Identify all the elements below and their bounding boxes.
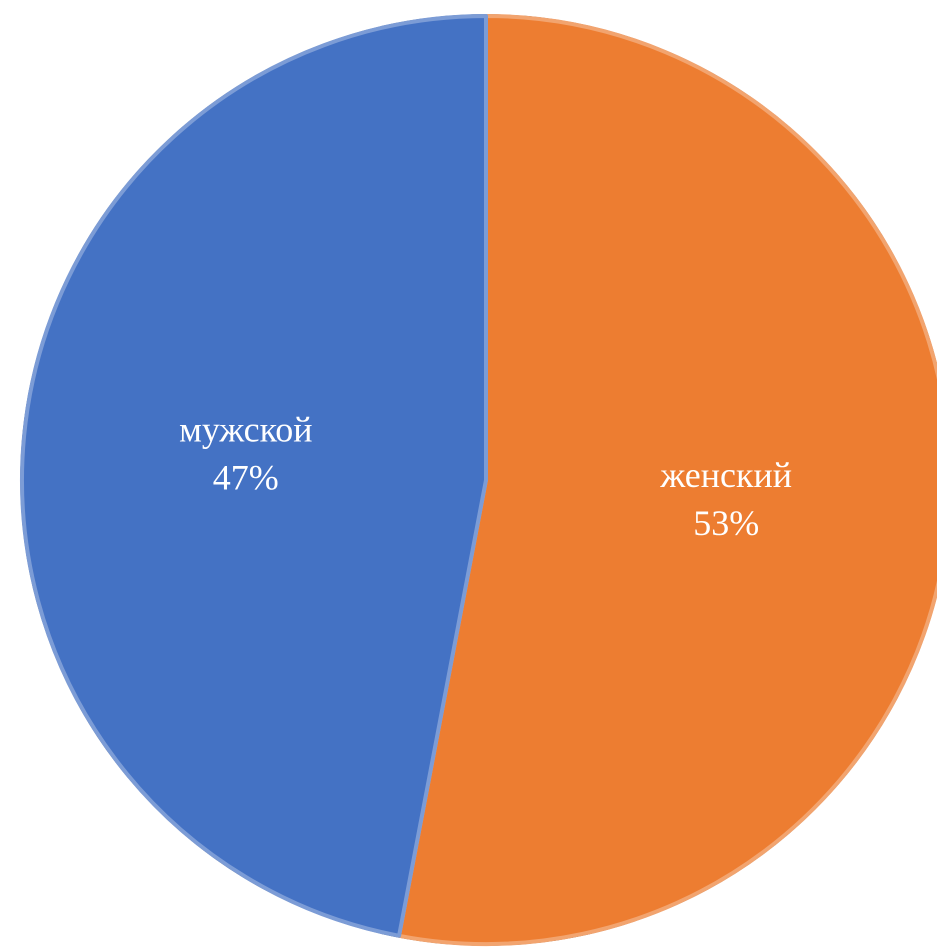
pie-slice: [20, 14, 488, 938]
slice-category-label: мужской: [179, 410, 312, 450]
pie-slice: [397, 14, 937, 946]
slice-category-label: женский: [659, 455, 792, 495]
slice-value-label: 47%: [213, 458, 279, 498]
slice-value-label: 53%: [693, 503, 759, 543]
